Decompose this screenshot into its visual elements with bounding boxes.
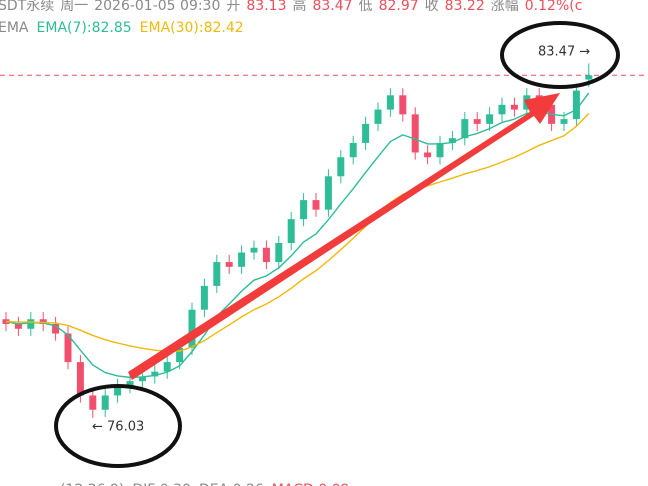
header-item: 0.12%(c (525, 0, 583, 14)
header-item: 低 (359, 0, 373, 14)
high-annotation: 83.47 → (538, 45, 590, 60)
header-item: 83.47 (312, 0, 352, 14)
candle-body (374, 109, 382, 124)
candle-body (473, 119, 481, 124)
candle-body (163, 362, 171, 372)
header-item: 涨幅 (491, 0, 519, 14)
candle-body (560, 119, 568, 124)
candle-body (424, 152, 432, 158)
candle-body (151, 371, 159, 377)
candle-body (64, 333, 72, 363)
candle-body (324, 176, 332, 210)
annotation-arrow (128, 93, 560, 380)
candle-body (498, 104, 506, 115)
header-item: SDT永续 (0, 0, 54, 14)
candle-body (486, 114, 494, 124)
candle-body (200, 285, 208, 310)
candle-body (101, 395, 109, 410)
candle-body (262, 247, 270, 263)
footer-item: DIF 0.30 (132, 482, 191, 486)
candle-body (399, 95, 407, 115)
candle-body (411, 114, 419, 153)
candle-body (52, 324, 60, 334)
header-item: 开 (226, 0, 240, 14)
footer-item: MACD 0.09 (272, 482, 350, 486)
candle-body (287, 219, 295, 243)
candle-body (386, 95, 394, 110)
candle-body (510, 104, 518, 110)
plot (0, 63, 648, 418)
candle-body (39, 319, 47, 324)
legend-item: EMA(30):82.42 (140, 20, 244, 36)
candle-body (114, 385, 122, 396)
footer-item: DEA 0.26 (199, 482, 264, 486)
candle-body (138, 376, 146, 382)
candle-body (349, 142, 357, 158)
candle-body (126, 381, 134, 386)
candle-body (312, 200, 320, 210)
header-item: 83.13 (246, 0, 286, 14)
header: SDT永续 周一 2026-01-05 09:30 开 83.13 高 83.47 低 82.9… (0, 0, 582, 14)
header-item: 82.97 (379, 0, 419, 14)
candle-body (27, 319, 35, 329)
legend-item: EMA (0, 20, 29, 36)
header-item: 2026-01-05 09:30 (94, 0, 220, 14)
footer-item: (12,26,9) (60, 482, 124, 486)
candle-body (337, 157, 345, 177)
candle-body (300, 200, 308, 220)
footer: (12,26,9) DIF 0.30 DEA 0.26 MACD 0.09 (60, 482, 349, 486)
ema-line (5, 112, 590, 352)
candle-body (436, 142, 444, 158)
candle-body (585, 75, 593, 80)
candle-body (572, 90, 580, 120)
candle-body (250, 247, 258, 253)
candle-body (225, 262, 233, 267)
candle-body (461, 119, 469, 139)
candle-body (188, 309, 196, 348)
ema-line (5, 92, 590, 379)
highlight-circle (54, 384, 182, 468)
candle-body (448, 138, 456, 143)
candle-body (213, 262, 221, 286)
header-item: 收 (425, 0, 439, 14)
candle-body (14, 324, 22, 329)
header-item: 高 (292, 0, 306, 14)
candle-body (275, 243, 283, 263)
header-item: 83.22 (445, 0, 485, 14)
candle-body (76, 362, 84, 396)
header-item: 周一 (60, 0, 88, 14)
candle-body (362, 123, 370, 143)
candle-body (238, 252, 246, 267)
legend: EMA EMA(7):82.85 EMA(30):82.42 (0, 20, 244, 36)
legend-item: EMA(7):82.85 (37, 20, 132, 36)
low-annotation: ← 76.03 (92, 420, 144, 435)
candle-body (176, 347, 184, 363)
candle-body (89, 395, 97, 410)
highlight-circle (500, 21, 620, 89)
